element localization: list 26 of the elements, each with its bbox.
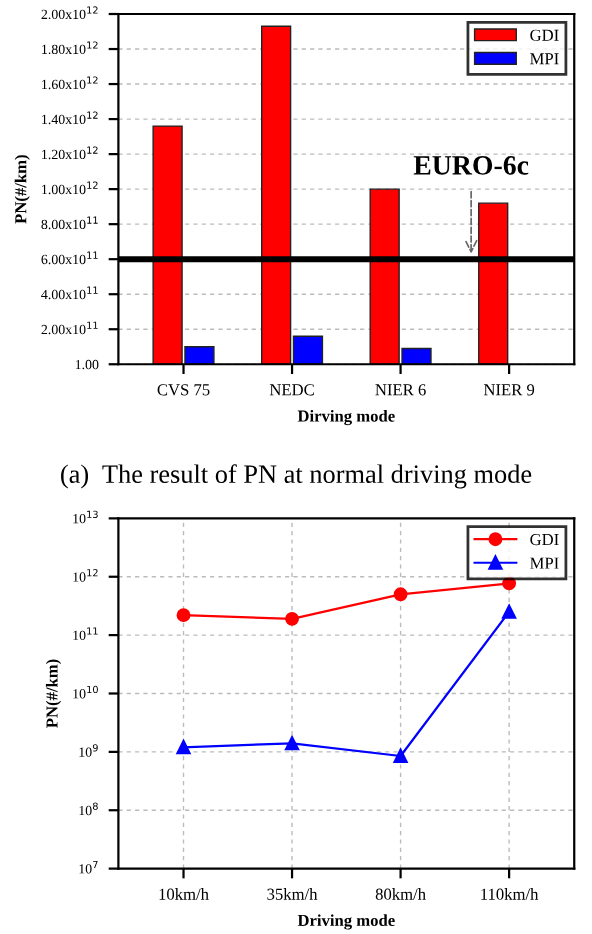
x-tick-label: NIER 6	[375, 384, 426, 396]
point	[393, 749, 408, 763]
x-tick-label: 35km/h	[267, 888, 318, 900]
ref-line-label: EURO-6c	[413, 156, 529, 175]
bar	[478, 202, 509, 365]
point	[285, 611, 299, 626]
point	[393, 587, 408, 602]
x-tick-label: 110km/h	[481, 888, 539, 900]
x-tick-label: CVS 75	[157, 384, 210, 396]
text: (a) The result of PN at normal driving mode	[61, 464, 532, 489]
legend-label: GDI	[530, 534, 559, 546]
point	[502, 604, 517, 619]
x-tick-label: NIER 9	[483, 384, 535, 396]
x-axis-title: Driving mode	[297, 914, 395, 930]
point	[176, 608, 191, 623]
y-axis-title: PN(#/km)	[45, 659, 62, 728]
x-tick-label: 80km/h	[375, 888, 426, 900]
x-axis-title: Dirving mode	[297, 409, 395, 426]
point	[176, 740, 191, 755]
x-tick-label: NEDC	[269, 384, 314, 396]
y-axis-title: PN(#/km)	[14, 155, 30, 224]
legend-label: MPI	[530, 53, 559, 65]
x-tick-label: 10km/h	[159, 888, 209, 900]
legend-label: MPI	[530, 557, 559, 569]
point	[285, 736, 299, 751]
legend-label: GDI	[530, 29, 559, 41]
